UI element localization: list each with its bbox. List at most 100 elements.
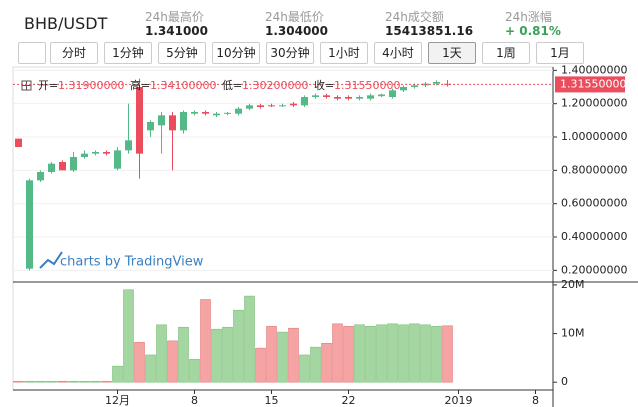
candle-body bbox=[411, 85, 418, 87]
candle-body bbox=[312, 95, 319, 97]
x-tick-label: 2019 bbox=[445, 394, 473, 407]
pair: BHB/USDT bbox=[24, 14, 108, 33]
volume-bar bbox=[409, 323, 420, 383]
toolbar-button[interactable]: 分时 bbox=[50, 42, 98, 64]
volume-bar bbox=[112, 365, 123, 383]
y-tick-label: 0.60000000 bbox=[561, 197, 627, 210]
candle-body bbox=[59, 162, 66, 171]
candle-body bbox=[180, 112, 187, 131]
toolbar-button[interactable]: 4小时 bbox=[374, 42, 422, 64]
volume-bar bbox=[123, 289, 134, 383]
y-tick-label: 0.20000000 bbox=[561, 263, 627, 276]
x-tick-label: 22 bbox=[342, 394, 356, 407]
watermark: charts by TradingView bbox=[60, 255, 204, 270]
volume-tick-label: 20M bbox=[561, 278, 585, 291]
candle-body bbox=[433, 82, 440, 84]
stat-value: 1.341000 bbox=[145, 24, 209, 38]
legend-value: 1.30200000 bbox=[242, 79, 308, 92]
candle-body bbox=[37, 172, 44, 181]
stat-label: 24h成交额 bbox=[385, 10, 444, 24]
volume-bar bbox=[343, 325, 354, 383]
volume-bar bbox=[46, 380, 57, 383]
toolbar-button[interactable]: 1月 bbox=[536, 42, 584, 64]
legend-value: 1.34100000 bbox=[150, 79, 216, 92]
candle-body bbox=[268, 105, 275, 107]
candle-body bbox=[92, 152, 99, 154]
candle-body bbox=[301, 97, 308, 106]
candle-body bbox=[334, 97, 341, 99]
volume-bar bbox=[134, 342, 145, 383]
candle-body bbox=[224, 112, 231, 114]
candle-body bbox=[114, 150, 121, 169]
stat-label: 24h最高价 bbox=[145, 10, 204, 24]
volume-bar bbox=[376, 324, 387, 383]
volume-bar bbox=[310, 346, 321, 383]
candle-body bbox=[191, 112, 198, 114]
volume-bar bbox=[398, 324, 409, 383]
toolbar-button[interactable]: 30分钟 bbox=[266, 42, 314, 64]
candle-body bbox=[15, 138, 22, 147]
volume-bar bbox=[387, 323, 398, 383]
legend-label: 低= bbox=[222, 79, 242, 92]
toolbar-button[interactable]: 1周 bbox=[482, 42, 530, 64]
candle-body bbox=[169, 115, 176, 131]
volume-bar bbox=[200, 299, 211, 383]
stat-label: 24h最低价 bbox=[265, 10, 324, 24]
candle-body bbox=[158, 115, 165, 126]
candle-body bbox=[389, 90, 396, 97]
legend-value: 1.31900000 bbox=[58, 79, 124, 92]
toolbar-button[interactable]: 1分钟 bbox=[104, 42, 152, 64]
volume-bar bbox=[57, 380, 68, 383]
volume-bar bbox=[321, 342, 332, 383]
stat-value: 1.304000 bbox=[265, 24, 329, 38]
candle-body bbox=[400, 87, 407, 91]
volume-bar bbox=[35, 380, 46, 383]
candle-body bbox=[345, 97, 352, 99]
volume-bar bbox=[332, 323, 343, 383]
candle-body bbox=[235, 108, 242, 114]
x-tick-label: 8 bbox=[532, 394, 539, 407]
toolbar-button[interactable]: 10分钟 bbox=[212, 42, 260, 64]
candle-body bbox=[147, 122, 154, 131]
toolbar-button[interactable]: 5分钟 bbox=[158, 42, 206, 64]
y-tick-label: 0.80000000 bbox=[561, 163, 627, 176]
y-tick-label: 0.40000000 bbox=[561, 230, 627, 243]
stat-label: 24h涨幅 bbox=[505, 10, 552, 24]
legend-label: 高= bbox=[130, 78, 150, 92]
toolbar-button[interactable]: 1小时 bbox=[320, 42, 368, 64]
candle-body bbox=[290, 103, 297, 106]
stat-value: + 0.81% bbox=[505, 24, 561, 38]
y-tick-label: 1.00000000 bbox=[561, 130, 627, 143]
y-tick-label: 1.20000000 bbox=[561, 97, 627, 110]
candle-body bbox=[48, 163, 55, 172]
stat-value: 15413851.16 bbox=[385, 24, 474, 38]
candle-body bbox=[246, 105, 253, 109]
volume-bar bbox=[211, 328, 222, 383]
volume-bar bbox=[189, 359, 200, 383]
candle-body bbox=[213, 113, 220, 116]
volume-bar bbox=[79, 380, 90, 383]
volume-bar bbox=[244, 295, 255, 383]
volume-bar bbox=[299, 354, 310, 383]
candle-body bbox=[70, 157, 77, 171]
candle-body bbox=[202, 112, 209, 114]
last-price-box bbox=[555, 76, 625, 93]
candle-body bbox=[81, 153, 88, 157]
candle-body bbox=[367, 95, 374, 99]
legend-label: 开= bbox=[38, 79, 58, 92]
candle-body bbox=[136, 87, 143, 154]
candle-body bbox=[103, 152, 110, 154]
volume-bar bbox=[277, 331, 288, 383]
volume-bar bbox=[90, 380, 101, 383]
toolbar-button[interactable]: 1天 bbox=[428, 42, 476, 64]
volume-bar bbox=[24, 380, 35, 383]
volume-bar bbox=[288, 327, 299, 383]
candle-body bbox=[257, 105, 264, 107]
candle-body bbox=[279, 105, 286, 107]
volume-bar bbox=[145, 354, 156, 383]
candle-body bbox=[323, 95, 330, 97]
volume-bar bbox=[442, 325, 453, 383]
volume-bar bbox=[365, 325, 376, 383]
volume-bar bbox=[178, 326, 189, 383]
